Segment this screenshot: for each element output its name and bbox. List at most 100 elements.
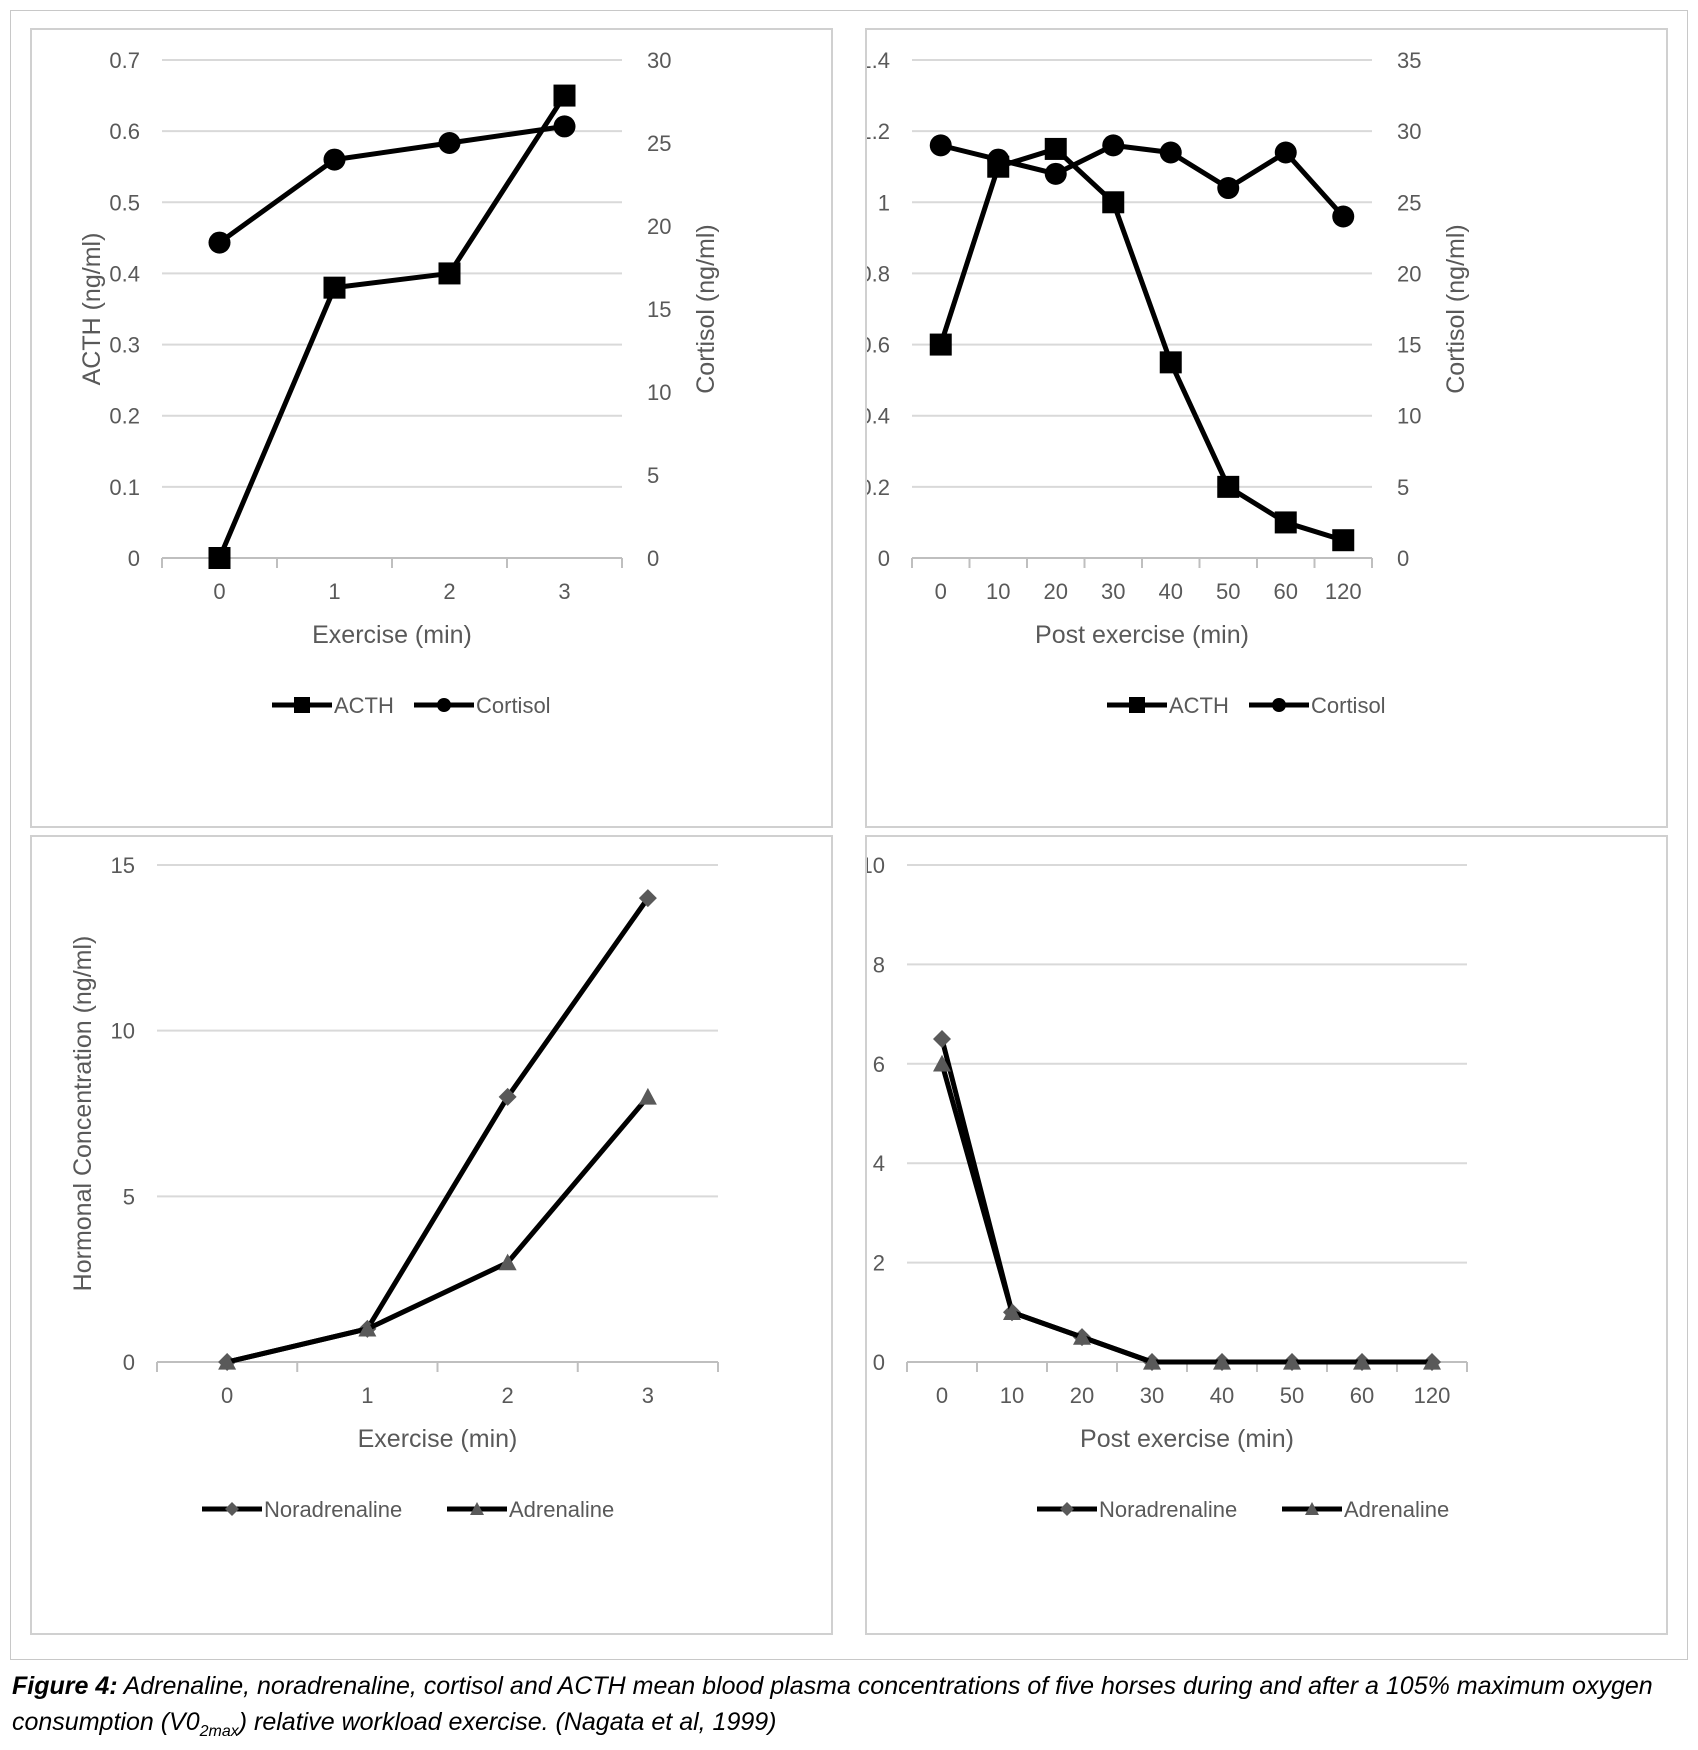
x-tick-label: 20 [1044,579,1068,604]
data-point-cortisol [1044,162,1067,185]
y2-tick-label: 30 [647,48,671,73]
legend-marker [1272,698,1286,712]
data-point-cortisol [929,134,952,157]
x-tick-label: 30 [1101,579,1125,604]
y-tick-label: 10 [867,853,885,878]
x-tick-label: 0 [935,579,947,604]
data-point-adrenaline [1073,1328,1091,1345]
caption-text-end: ) relative workload exercise. (Nagata et… [238,1708,777,1736]
legend-marker [1060,1502,1074,1516]
series-adrenaline [933,1054,1441,1370]
chart-panel-post-exercise-acth-cortisol: 0 0.2 0.4 0.6 0.8 1 1.2 1.4 0 10 20 30 40 50 60 120 0 5 10… [865,28,1668,828]
data-point-acth [1159,351,1182,374]
legend-marker [437,698,451,712]
data-point-adrenaline [1423,1353,1441,1370]
y2-tick-label: 10 [647,380,671,405]
caption-text: Adrenaline, noradrenaline, cortisol and … [12,1672,1653,1736]
x-tick-label: 120 [1414,1383,1451,1408]
figure-caption: Figure 4: Adrenaline, noradrenaline, cor… [12,1668,1692,1750]
data-point-cortisol [1159,141,1182,164]
y-tick-label: 0 [123,1350,135,1375]
data-point-acth [1102,191,1125,214]
x-tick-label: 0 [213,579,225,604]
y-tick-label: 0 [878,546,890,571]
y2-tick-label: 30 [1397,119,1421,144]
y-tick-label: 0 [128,546,140,571]
legend-marker [1129,697,1145,713]
y-tick-label: 0 [873,1350,885,1375]
y-tick-label: 0.4 [109,261,140,286]
y-tick-label: 1 [878,190,890,215]
x-tick-label: 2 [443,579,455,604]
x-tick-label: 3 [642,1383,654,1408]
data-point-cortisol [1332,205,1355,228]
data-point-acth [1217,475,1240,498]
data-point-cortisol [438,132,461,154]
legend-marker [1305,1502,1319,1515]
y2-tick-label: 0 [1397,546,1409,571]
data-point-adrenaline [358,1319,377,1337]
data-point-cortisol [1274,141,1297,164]
caption-subscript: 2max [199,1723,239,1740]
data-point-cortisol [1217,177,1240,200]
data-point-noradrenaline [498,1087,517,1106]
data-point-acth [1044,137,1067,160]
data-point-adrenaline [1143,1353,1161,1370]
data-point-acth [929,333,952,356]
y-tick-label: 15 [111,853,135,878]
x-tick-label: 1 [361,1383,373,1408]
x-tick-label: 60 [1350,1383,1374,1408]
legend-label: Cortisol [476,693,551,718]
chart-catecholamines-exercise: 0 5 10 15 0 1 2 3 Exercise (min) Hormonal Concent… [69,853,719,1522]
x-tick-label: 20 [1070,1383,1094,1408]
y-tick-label: 6 [873,1052,885,1077]
x-tick-label: 2 [502,1383,514,1408]
y2-tick-label: 15 [1397,333,1421,358]
y-tick-label: 0.6 [109,119,140,144]
x-tick-label: 1 [328,579,340,604]
legend-marker [470,1502,484,1515]
data-point-cortisol [553,115,576,138]
y2-axis-title: Cortisol (ng/ml) [1442,224,1470,393]
legend-label: ACTH [1169,693,1229,718]
y-tick-label: 0.3 [109,333,140,358]
x-tick-label: 3 [558,579,570,604]
data-point-acth [438,262,461,285]
y-tick-label: 8 [873,952,885,977]
x-axis-title: Post exercise (min) [1080,1425,1294,1453]
legend-marker [294,697,310,713]
y-tick-label: 0.1 [109,475,140,500]
legend-entry-cortisol: Cortisol [1249,693,1386,718]
data-point-noradrenaline [638,889,657,908]
data-point-cortisol [208,231,231,254]
y-axis-title: ACTH (ng/ml) [78,233,106,386]
series-line-noradrenaline [226,896,650,1365]
legend-entry-adrenaline: Adrenaline [447,1497,614,1522]
data-point-acth [208,547,231,569]
y2-tick-label: 5 [1397,475,1409,500]
chart-acth-cortisol-post-exercise: 0 0.2 0.4 0.6 0.8 1 1.2 1.4 0 10 20 30 40 50 60 120 0 5 10… [867,48,1470,718]
legend-entry-adrenaline: Adrenaline [1282,1497,1449,1522]
y2-tick-label: 5 [647,463,659,488]
legend-label: Noradrenaline [1099,1497,1237,1522]
chart-acth-cortisol-exercise: 00.10.20.30.40.50.60.70 1 2 3051015202530Ex… [78,48,720,718]
x-tick-label: 40 [1210,1383,1234,1408]
y2-tick-label: 0 [647,546,659,571]
legend-label: Cortisol [1311,693,1386,718]
chart-panel-exercise-catecholamines: 0 5 10 15 0 1 2 3 Exercise (min) Hormonal Concent… [30,835,833,1635]
data-point-acth [1332,529,1355,552]
data-point-adrenaline [1213,1353,1231,1370]
y2-tick-label: 35 [1397,48,1421,73]
y-tick-label: 0.8 [867,261,890,286]
x-tick-label: 50 [1280,1383,1304,1408]
y-tick-label: 2 [873,1251,885,1276]
legend-label: ACTH [334,693,394,718]
x-tick-label: 30 [1140,1383,1164,1408]
legend-label: Adrenaline [509,1497,614,1522]
caption-label: Figure 4: [12,1672,118,1700]
data-point-acth [323,276,346,299]
data-point-adrenaline [638,1087,657,1105]
x-tick-label: 0 [221,1383,233,1408]
x-axis-title: Exercise (min) [312,621,472,649]
legend-marker [225,1502,239,1516]
